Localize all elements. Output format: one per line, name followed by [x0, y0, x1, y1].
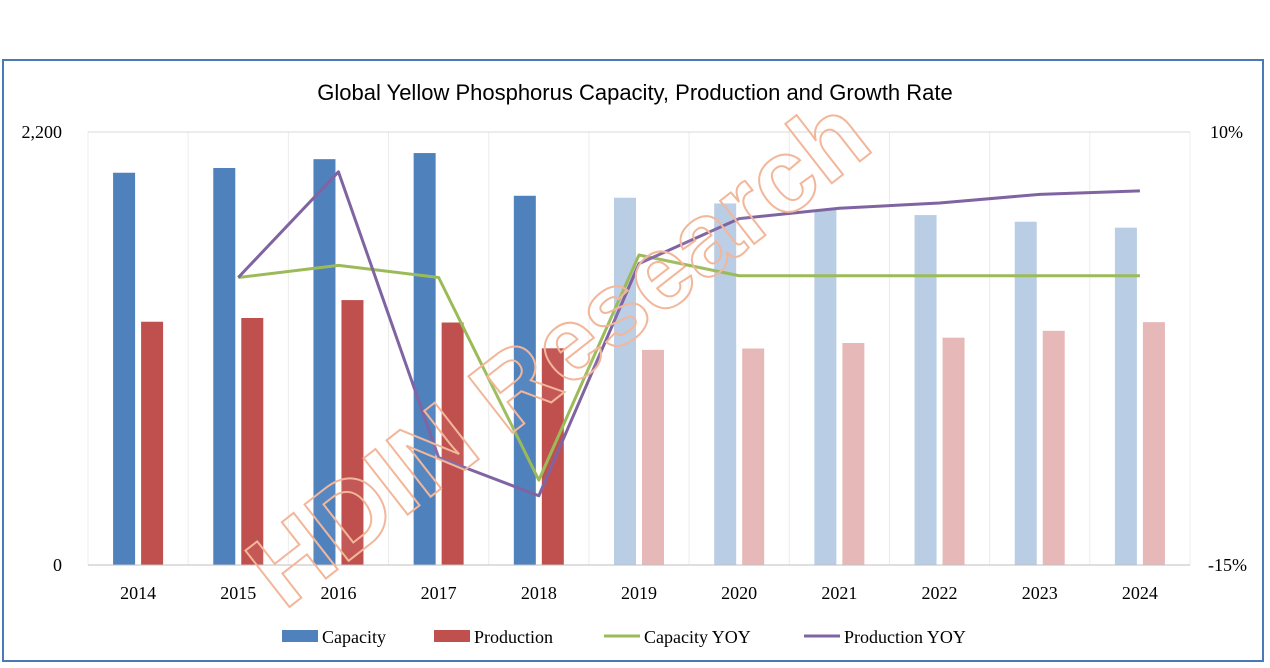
bar-production-2023 — [1042, 330, 1065, 565]
x-tick-label: 2022 — [922, 583, 958, 603]
legend: Capacity Production Capacity YOY Production… — [282, 627, 966, 647]
line-production-yoy — [237, 170, 1140, 498]
chart-title: Global Yellow Phosphorus Capacity, Produ… — [317, 80, 953, 105]
bar-capacity-2016 — [313, 159, 336, 566]
legend-label: Capacity — [322, 627, 386, 647]
x-tick-label: 2014 — [120, 583, 156, 603]
bar-production-2022 — [942, 337, 965, 565]
bar-production-2014 — [141, 321, 164, 565]
lines — [237, 170, 1140, 498]
y-right-tick-label: 10% — [1210, 122, 1243, 142]
bar-capacity-2021 — [814, 209, 837, 565]
x-tick-label: 2023 — [1022, 583, 1058, 603]
x-tick-label: 2019 — [621, 583, 657, 603]
legend-label: Production — [474, 627, 553, 647]
y-left-tick-label: 0 — [53, 555, 62, 575]
bar-capacity-2018 — [513, 195, 536, 565]
axes: 2014 2015 2016 2017 2018 2019 2020 2021 2022 2023… — [22, 122, 1248, 603]
x-tick-label: 2018 — [521, 583, 557, 603]
bar-capacity-2023 — [1014, 221, 1037, 565]
y-right-tick-label: -15% — [1208, 555, 1247, 575]
x-tick-label: 2016 — [320, 583, 356, 603]
bar-production-2017 — [441, 322, 464, 565]
bars — [113, 153, 1165, 566]
x-tick-label: 2017 — [421, 583, 457, 603]
legend-swatch — [434, 630, 470, 642]
legend-label: Production YOY — [844, 627, 966, 647]
x-tick-label: 2024 — [1122, 583, 1158, 603]
bar-production-2018 — [541, 348, 564, 565]
bar-production-2019 — [642, 349, 664, 565]
bar-capacity-2020 — [714, 203, 737, 565]
x-tick-label: 2015 — [220, 583, 256, 603]
legend-label: Capacity YOY — [644, 627, 751, 647]
x-tick-label: 2020 — [721, 583, 757, 603]
bar-production-2020 — [742, 348, 765, 565]
x-tick-label: 2021 — [821, 583, 857, 603]
bar-capacity-2014 — [113, 172, 136, 565]
line-capacity-yoy — [238, 253, 1140, 482]
bar-capacity-2024 — [1114, 227, 1137, 566]
bar-capacity-2019 — [614, 197, 636, 565]
bar-production-2015 — [241, 317, 264, 565]
bar-production-2024 — [1142, 322, 1165, 565]
legend-swatch — [282, 630, 318, 642]
bar-production-2021 — [842, 342, 865, 565]
bar-production-2016 — [341, 300, 364, 565]
bar-capacity-2017 — [413, 153, 436, 565]
bar-capacity-2022 — [914, 215, 937, 566]
bar-capacity-2015 — [213, 168, 236, 565]
y-left-tick-label: 2,200 — [22, 122, 63, 142]
